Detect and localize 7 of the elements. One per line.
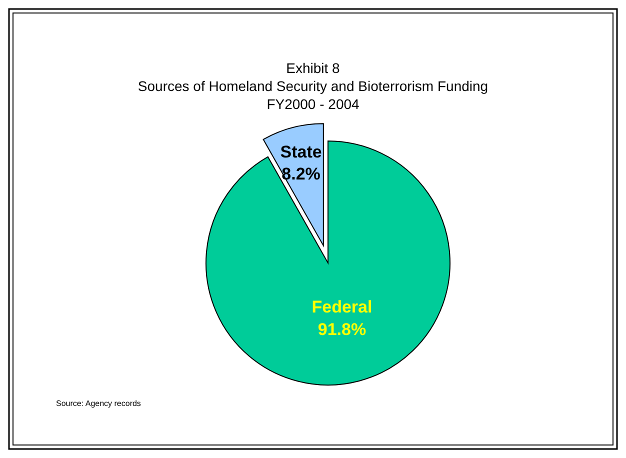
- slice-label: State: [280, 142, 322, 162]
- chart-subtitle: Sources of Homeland Security and Bioterrorism Funding FY2000 - 2004: [138, 78, 488, 112]
- source-note: Source: Agency records: [56, 399, 141, 408]
- slice-label: Federal: [312, 298, 372, 317]
- data-label: 8.2%: [282, 164, 320, 184]
- data-label: 91.8%: [318, 320, 366, 339]
- chart-title: Exhibit 8: [286, 60, 340, 76]
